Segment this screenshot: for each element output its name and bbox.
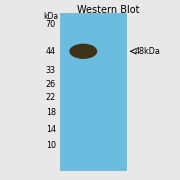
- Text: 10: 10: [46, 141, 56, 150]
- Text: 18: 18: [46, 108, 56, 117]
- Text: 33: 33: [46, 66, 56, 75]
- Text: Western Blot: Western Blot: [77, 5, 139, 15]
- Text: 26: 26: [46, 80, 56, 89]
- Bar: [60, 13, 126, 170]
- Text: 48kDa: 48kDa: [135, 47, 161, 56]
- Ellipse shape: [69, 44, 97, 59]
- Text: 44: 44: [46, 47, 56, 56]
- Text: 22: 22: [46, 93, 56, 102]
- Text: kDa: kDa: [43, 12, 58, 21]
- Text: 70: 70: [46, 20, 56, 29]
- Text: 14: 14: [46, 125, 56, 134]
